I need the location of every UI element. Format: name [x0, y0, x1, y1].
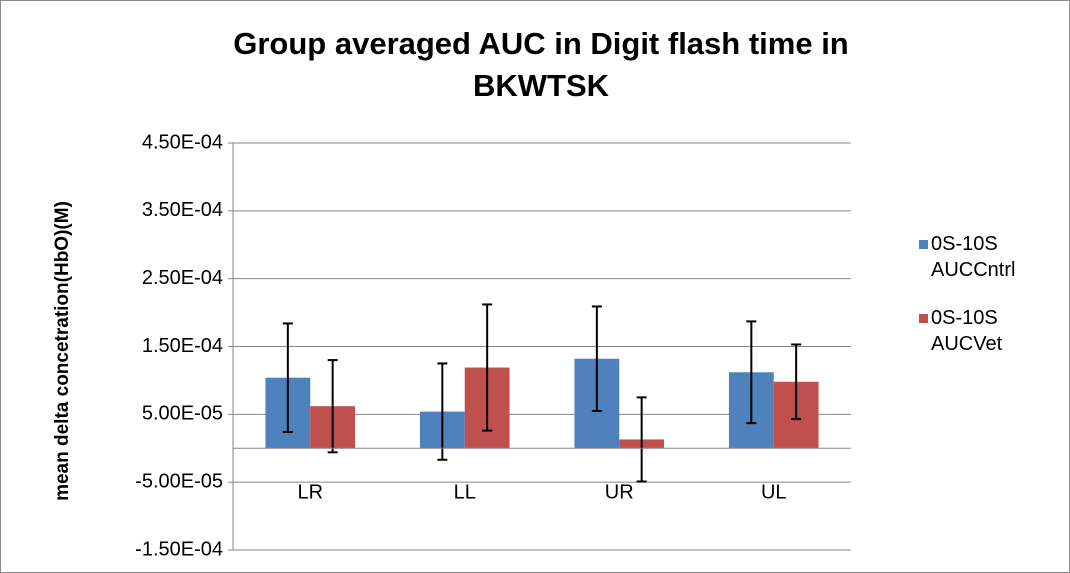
x-tick-label: LR — [297, 482, 323, 504]
y-tick-label: -1.50E-04 — [135, 538, 223, 560]
error-bar — [437, 362, 448, 461]
legend-item: 0S-10S AUCVet — [919, 305, 1049, 357]
y-tick-label: 3.50E-04 — [142, 199, 223, 221]
error-bar — [791, 343, 802, 421]
y-tick-label: 1.50E-04 — [142, 335, 223, 357]
y-tick-label: 2.50E-04 — [142, 267, 223, 289]
x-tick-label: UL — [761, 482, 787, 504]
error-bar — [591, 305, 602, 412]
error-bar — [746, 320, 757, 425]
legend-label: 0S-10S AUCVet — [931, 307, 1003, 355]
y-tick-label: 5.00E-05 — [142, 403, 223, 425]
y-axis-label: mean delta concetration(HbO)(M) — [52, 201, 73, 501]
legend: 0S-10S AUCCntrl 0S-10S AUCVet — [919, 231, 1049, 379]
y-tick-label: -5.00E-05 — [135, 470, 223, 492]
x-tick-label: LL — [454, 482, 476, 504]
legend-item: 0S-10S AUCCntrl — [919, 231, 1049, 283]
error-bar — [636, 396, 647, 483]
y-tick-label: 4.50E-04 — [142, 131, 223, 153]
legend-swatch — [919, 240, 928, 249]
legend-label: 0S-10S AUCCntrl — [931, 233, 1016, 281]
error-bar — [327, 359, 338, 454]
x-tick-label: UR — [605, 482, 634, 504]
error-bar — [482, 303, 493, 432]
chart-title: Group averaged AUC in Digit flash time i… — [233, 26, 849, 103]
legend-swatch — [919, 314, 928, 323]
error-bar — [282, 322, 293, 433]
